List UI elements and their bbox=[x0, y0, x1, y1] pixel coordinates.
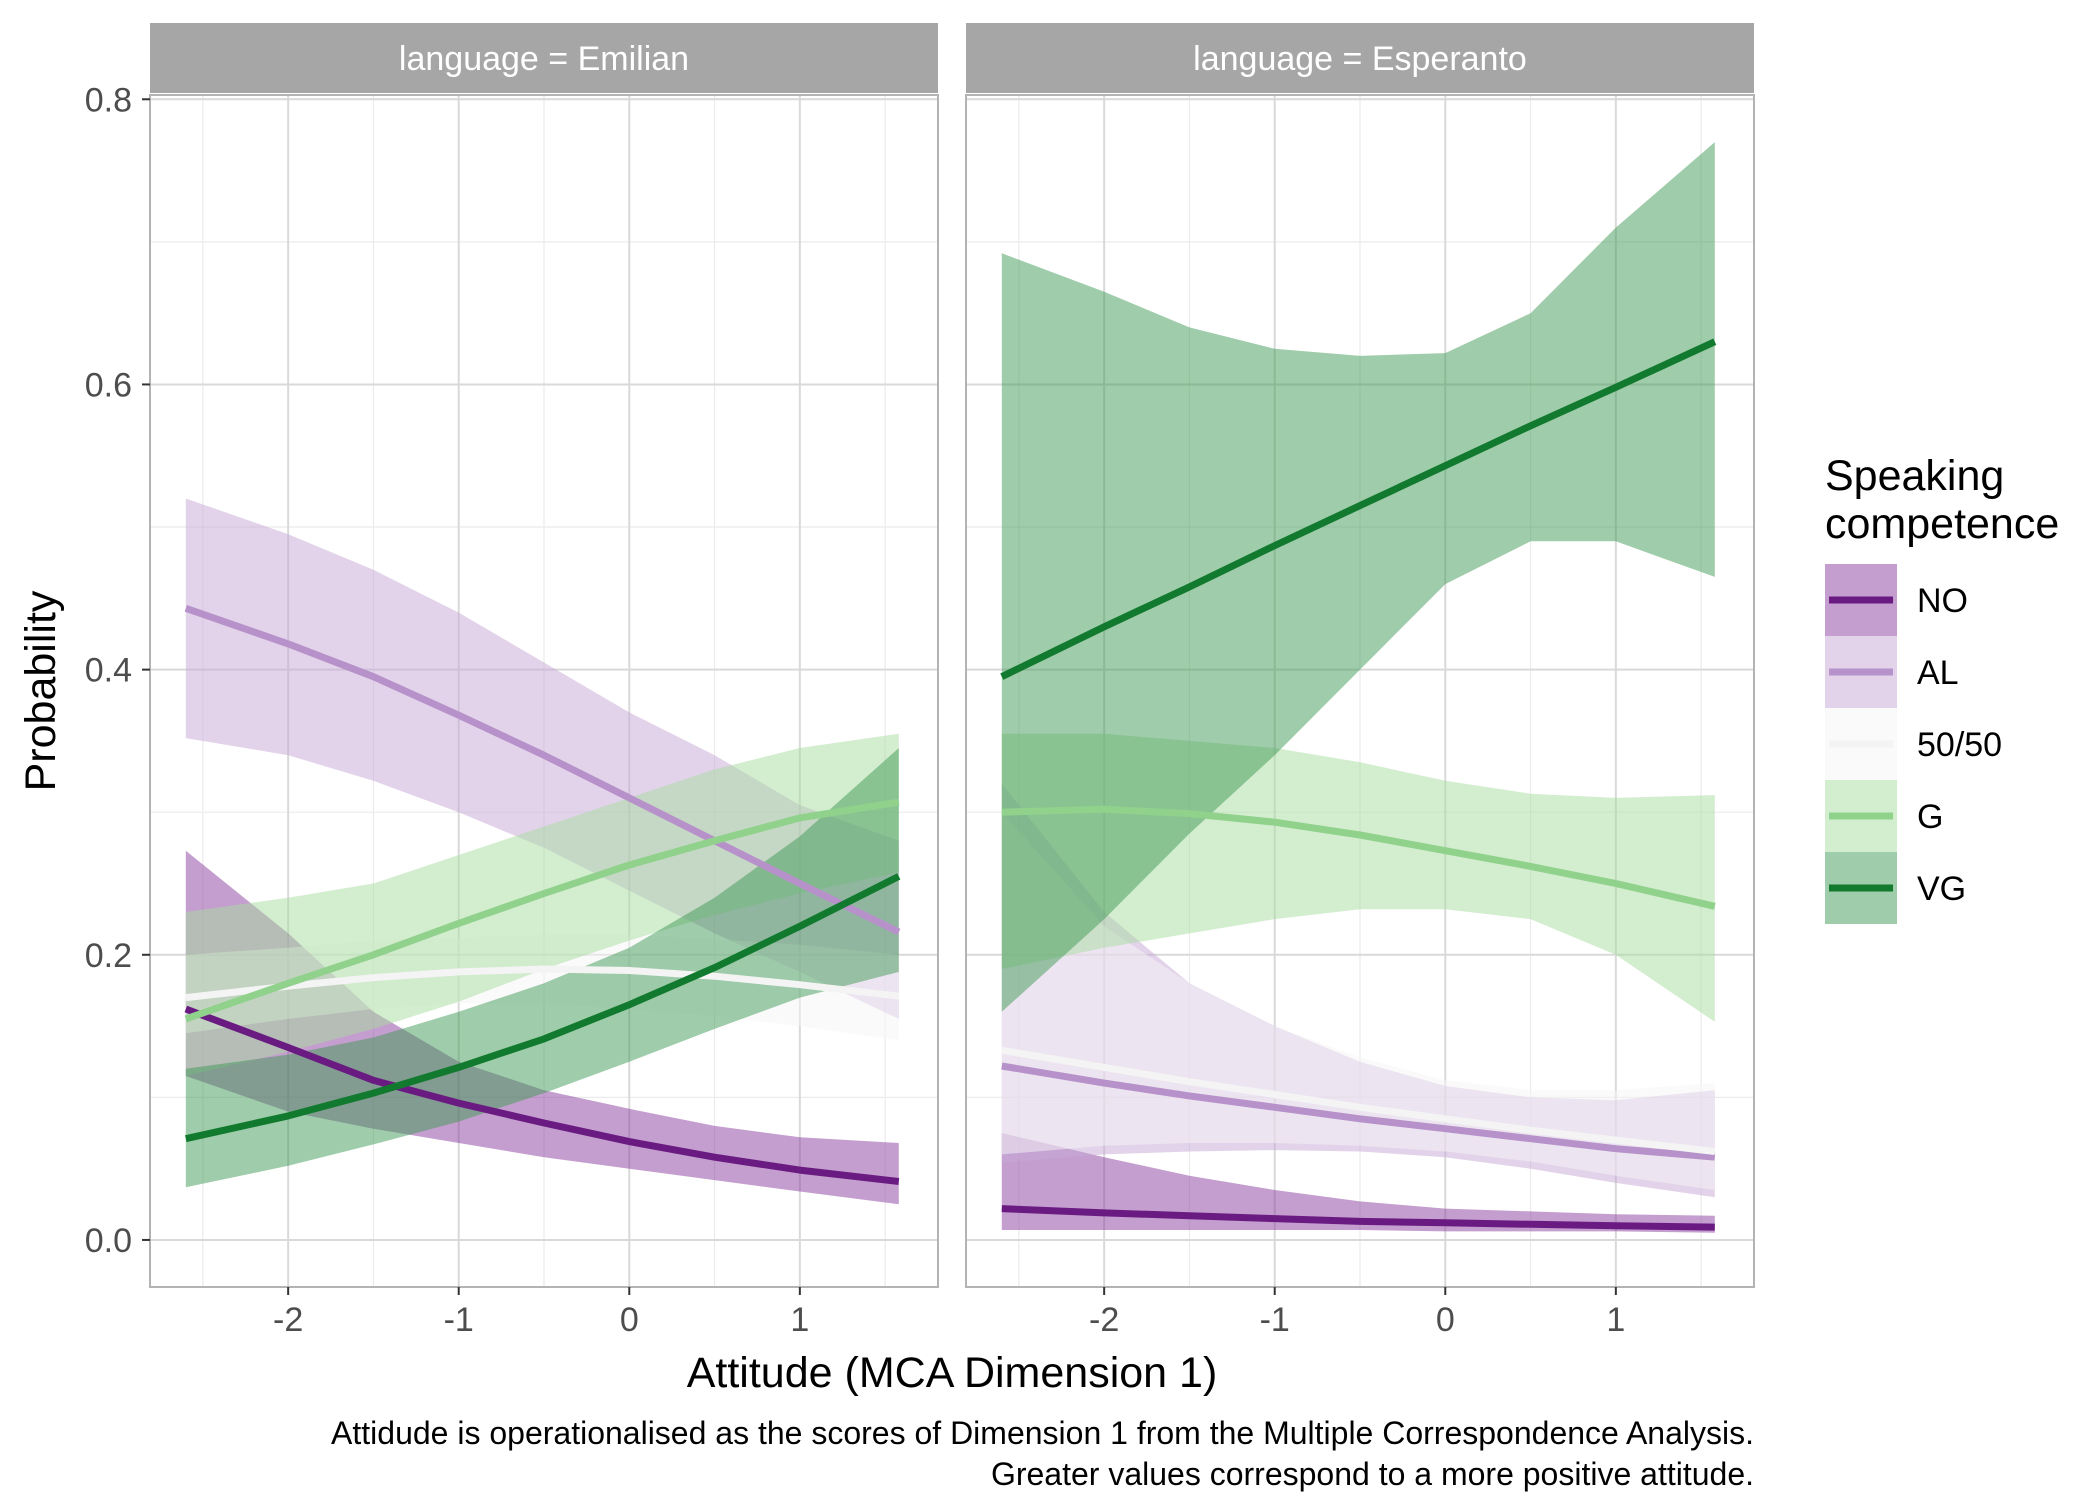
x-tick-label: 0 bbox=[1436, 1301, 1455, 1339]
panel-esperanto: language = Esperanto bbox=[965, 23, 1755, 1288]
x-tick-label: 0 bbox=[620, 1301, 639, 1339]
series-line-50-50 bbox=[1001, 1046, 1716, 1155]
legend: Speaking competence NO AL 50/50 G VG bbox=[1825, 452, 2059, 924]
x-tick-label: -1 bbox=[1260, 1301, 1290, 1339]
x-axis: -2 -1 0 1 -2 -1 0 1 bbox=[273, 1287, 1625, 1339]
x-tick-label: -1 bbox=[444, 1301, 474, 1339]
legend-title-line-2: competence bbox=[1825, 500, 2059, 548]
series-line-AL bbox=[184, 604, 901, 936]
confidence-band-G bbox=[185, 733, 899, 1076]
x-tick-label: 1 bbox=[1606, 1301, 1625, 1339]
confidence-band-NO bbox=[1001, 1133, 1715, 1233]
strip-label: language = Emilian bbox=[399, 40, 689, 78]
y-axis: 0.0 0.2 0.4 0.6 0.8 bbox=[85, 81, 150, 1260]
series-line-VG bbox=[1000, 338, 1717, 680]
caption-line-1: Attidude is operationalised as the score… bbox=[331, 1415, 1754, 1451]
x-tick-label: -2 bbox=[1089, 1301, 1119, 1339]
series-line-VG bbox=[185, 873, 901, 1143]
y-tick-label: 0.8 bbox=[85, 81, 132, 119]
lines bbox=[1000, 338, 1717, 1231]
confidence-band-VG bbox=[1001, 142, 1715, 1012]
y-tick-label: 0.4 bbox=[85, 652, 132, 690]
series-line-G bbox=[1001, 805, 1716, 910]
legend-label: VG bbox=[1917, 870, 1966, 908]
lines bbox=[184, 604, 901, 1185]
strip-background bbox=[966, 23, 1754, 93]
series-line-50-50 bbox=[185, 965, 900, 1002]
legend-title-line-1: Speaking bbox=[1825, 452, 2004, 500]
panel-emilian: language = Emilian bbox=[149, 23, 939, 1288]
legend-label: NO bbox=[1917, 582, 1968, 620]
strip-background bbox=[150, 23, 938, 93]
y-tick-label: 0.6 bbox=[85, 366, 132, 404]
x-tick-label: -2 bbox=[273, 1301, 303, 1339]
caption-line-2: Greater values correspond to a more posi… bbox=[991, 1456, 1754, 1492]
panel-border bbox=[149, 94, 939, 1288]
legend-label: 50/50 bbox=[1917, 726, 2002, 764]
y-tick-label: 0.0 bbox=[85, 1222, 132, 1260]
y-tick-label: 0.2 bbox=[85, 937, 132, 975]
legend-label: AL bbox=[1917, 654, 1959, 692]
strip-label: language = Esperanto bbox=[1193, 40, 1527, 78]
series-line-AL bbox=[1001, 1062, 1716, 1161]
x-tick-label: 1 bbox=[790, 1301, 809, 1339]
y-axis-title: Probability bbox=[17, 590, 65, 791]
series-line-NO bbox=[1001, 1205, 1715, 1231]
legend-label: G bbox=[1917, 798, 1943, 836]
x-axis-title: Attitude (MCA Dimension 1) bbox=[687, 1349, 1218, 1397]
series-line-NO bbox=[184, 1005, 900, 1185]
panel-border bbox=[965, 94, 1755, 1288]
series-line-G bbox=[184, 798, 900, 1023]
